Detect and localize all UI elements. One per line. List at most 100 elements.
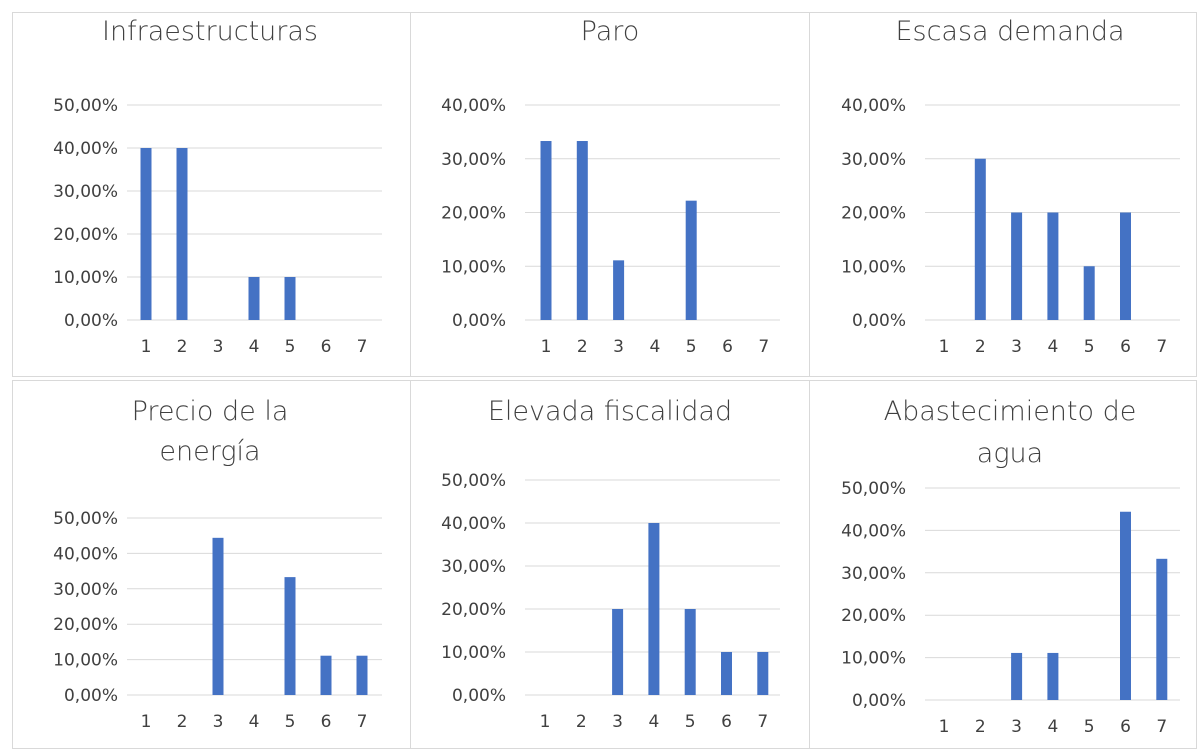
bar-mark	[648, 523, 660, 695]
chart-panel-infraestructuras	[12, 12, 411, 377]
bar-mark	[284, 577, 296, 695]
x-tick-label: 6	[722, 337, 733, 357]
y-tick-label: 40,00%	[441, 96, 506, 116]
bar-mark	[540, 141, 552, 320]
y-tick-label: 10,00%	[53, 268, 118, 288]
bar-mark	[1047, 652, 1059, 700]
y-tick-label: 10,00%	[441, 643, 506, 663]
y-tick-label: 20,00%	[53, 225, 118, 245]
x-tick-label: 5	[685, 712, 696, 732]
x-tick-label: 2	[975, 337, 986, 357]
x-tick-label: 7	[1156, 717, 1167, 737]
bar-mark	[176, 148, 188, 320]
x-tick-label: 4	[249, 712, 260, 732]
x-tick-label: 3	[1011, 717, 1022, 737]
x-tick-label: 5	[285, 337, 296, 357]
x-tick-label: 5	[686, 337, 697, 357]
y-tick-label: 0,00%	[452, 686, 506, 706]
x-tick-label: 6	[721, 712, 732, 732]
chart-title: Infraestructuras	[102, 16, 318, 47]
y-tick-label: 10,00%	[841, 257, 906, 277]
x-tick-label: 3	[1011, 337, 1022, 357]
x-tick-label: 5	[1084, 717, 1095, 737]
bar-mark	[1120, 212, 1131, 320]
y-tick-label: 40,00%	[53, 544, 118, 564]
y-tick-label: 0,00%	[64, 686, 118, 706]
chart-panel-paro	[410, 12, 810, 377]
bar-mark	[356, 655, 368, 695]
y-tick-label: 50,00%	[841, 479, 906, 499]
bar-mark	[140, 148, 152, 320]
x-tick-label: 3	[213, 712, 224, 732]
y-tick-label: 10,00%	[441, 257, 506, 277]
y-tick-label: 50,00%	[441, 471, 506, 491]
chart-title: Abastecimiento de	[884, 396, 1137, 427]
y-tick-label: 30,00%	[841, 150, 906, 170]
x-tick-label: 4	[648, 712, 659, 732]
y-tick-label: 20,00%	[841, 606, 906, 626]
y-tick-label: 50,00%	[53, 96, 118, 116]
chart-title: Paro	[581, 16, 640, 47]
x-tick-label: 1	[541, 337, 552, 357]
x-tick-label: 1	[939, 717, 950, 737]
x-tick-label: 6	[321, 337, 332, 357]
chart-title: Precio de la	[132, 396, 289, 427]
x-tick-label: 2	[177, 712, 188, 732]
x-tick-label: 7	[357, 337, 368, 357]
y-tick-label: 20,00%	[441, 600, 506, 620]
x-tick-label: 4	[1047, 337, 1058, 357]
y-tick-label: 10,00%	[53, 651, 118, 671]
y-tick-label: 0,00%	[852, 311, 906, 331]
x-tick-label: 2	[177, 337, 188, 357]
y-tick-label: 30,00%	[53, 182, 118, 202]
x-tick-label: 6	[321, 712, 332, 732]
x-tick-label: 2	[975, 717, 986, 737]
x-tick-label: 3	[613, 337, 624, 357]
chart-panel-abastecimiento-agua	[809, 380, 1197, 749]
y-tick-label: 40,00%	[841, 521, 906, 541]
bar-mark	[684, 609, 696, 695]
bar-mark	[613, 260, 625, 320]
x-tick-label: 1	[141, 712, 152, 732]
chart-title: agua	[977, 438, 1043, 469]
bar-mark	[1011, 652, 1023, 700]
bar-mark	[757, 652, 769, 695]
x-tick-label: 5	[1084, 337, 1095, 357]
bar-mark	[1011, 212, 1023, 320]
chart-title: Elevada fiscalidad	[488, 396, 732, 427]
y-tick-label: 0,00%	[64, 311, 118, 331]
chart-title: energía	[159, 436, 260, 467]
x-tick-label: 6	[1120, 337, 1131, 357]
bar-mark	[212, 537, 224, 695]
x-tick-label: 5	[285, 712, 296, 732]
bar-mark	[1156, 558, 1168, 700]
y-tick-label: 20,00%	[441, 204, 506, 224]
x-tick-label: 1	[540, 712, 551, 732]
chart-title: Escasa demanda	[895, 16, 1124, 47]
y-tick-label: 40,00%	[441, 514, 506, 534]
y-tick-label: 40,00%	[53, 139, 118, 159]
bar-mark	[1047, 212, 1059, 320]
x-tick-label: 7	[757, 712, 768, 732]
y-tick-label: 30,00%	[441, 557, 506, 577]
x-tick-label: 3	[612, 712, 623, 732]
x-tick-label: 4	[649, 337, 660, 357]
bar-mark	[685, 200, 697, 320]
x-tick-label: 2	[576, 712, 587, 732]
y-tick-label: 30,00%	[53, 580, 118, 600]
y-tick-label: 20,00%	[841, 204, 906, 224]
chart-panel-elevada-fiscalidad	[410, 380, 810, 749]
x-tick-label: 2	[577, 337, 588, 357]
y-tick-label: 20,00%	[53, 615, 118, 635]
chart-panel-precio-energia	[12, 380, 411, 749]
x-tick-label: 6	[1120, 717, 1131, 737]
bar-mark	[612, 609, 624, 695]
bar-mark	[320, 655, 332, 695]
y-tick-label: 30,00%	[841, 564, 906, 584]
x-tick-label: 4	[1047, 717, 1058, 737]
bar-mark	[576, 141, 588, 320]
y-tick-label: 0,00%	[452, 311, 506, 331]
bar-mark	[248, 277, 260, 320]
y-tick-label: 10,00%	[841, 649, 906, 669]
